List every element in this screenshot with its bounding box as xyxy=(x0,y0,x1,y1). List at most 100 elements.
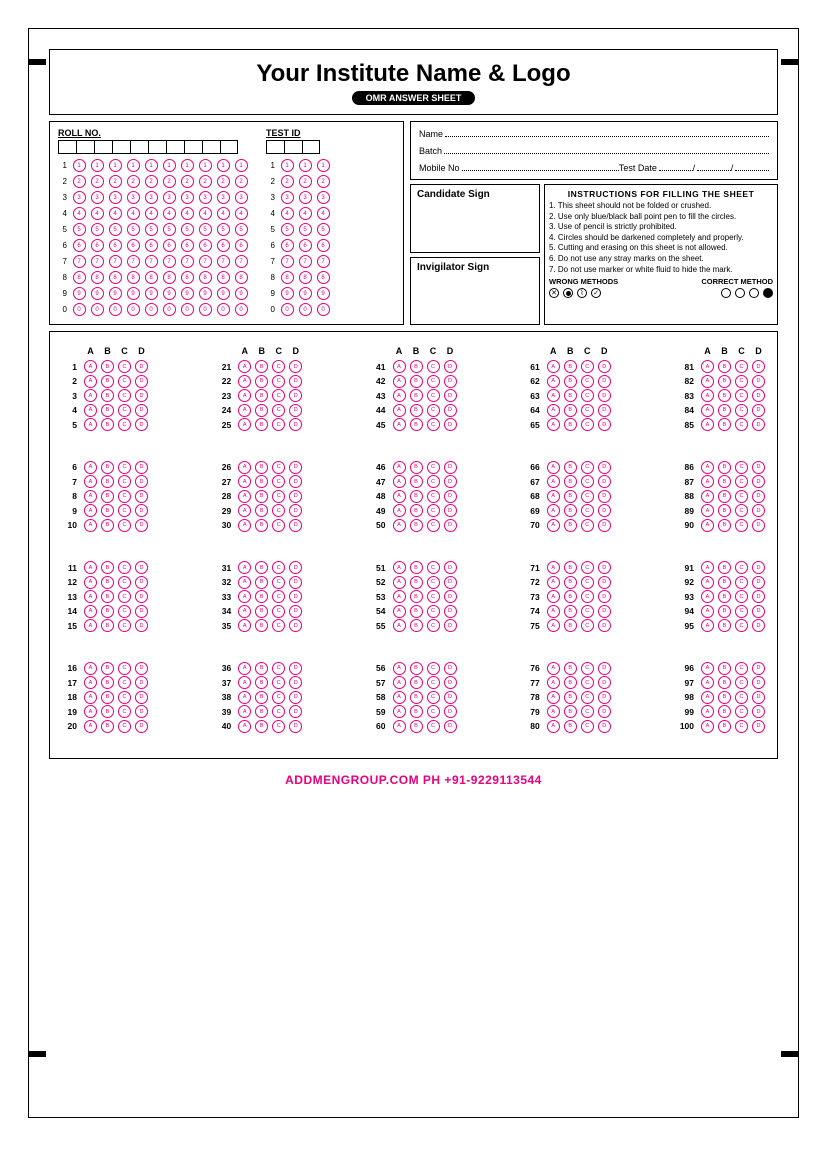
answer-bubble[interactable]: A xyxy=(547,605,560,618)
id-bubble[interactable]: 5 xyxy=(181,223,194,236)
answer-bubble[interactable]: A xyxy=(238,389,251,402)
answer-bubble[interactable]: B xyxy=(564,561,577,574)
answer-bubble[interactable]: B xyxy=(718,662,731,675)
id-bubble[interactable]: 2 xyxy=(127,175,140,188)
answer-bubble[interactable]: C xyxy=(427,676,440,689)
answer-bubble[interactable]: D xyxy=(752,461,765,474)
answer-bubble[interactable]: C xyxy=(118,619,131,632)
answer-bubble[interactable]: D xyxy=(752,404,765,417)
id-bubble[interactable]: 5 xyxy=(145,223,158,236)
answer-bubble[interactable]: A xyxy=(701,475,714,488)
answer-bubble[interactable]: D xyxy=(598,691,611,704)
answer-bubble[interactable]: D xyxy=(135,605,148,618)
answer-bubble[interactable]: A xyxy=(701,404,714,417)
answer-bubble[interactable]: A xyxy=(84,705,97,718)
answer-bubble[interactable]: D xyxy=(289,475,302,488)
id-bubble[interactable]: 6 xyxy=(73,239,86,252)
answer-bubble[interactable]: B xyxy=(101,619,114,632)
answer-bubble[interactable]: B xyxy=(101,561,114,574)
batch-field[interactable] xyxy=(444,145,769,154)
answer-bubble[interactable]: D xyxy=(135,389,148,402)
id-bubble[interactable]: 0 xyxy=(127,303,140,316)
answer-bubble[interactable]: B xyxy=(410,676,423,689)
answer-bubble[interactable]: A xyxy=(701,605,714,618)
answer-bubble[interactable]: A xyxy=(701,418,714,431)
candidate-sign-box[interactable]: Candidate Sign xyxy=(410,184,540,253)
answer-bubble[interactable]: B xyxy=(718,705,731,718)
answer-bubble[interactable]: B xyxy=(101,490,114,503)
answer-bubble[interactable]: C xyxy=(735,519,748,532)
answer-bubble[interactable]: A xyxy=(547,519,560,532)
answer-bubble[interactable]: B xyxy=(255,504,268,517)
answer-bubble[interactable]: D xyxy=(289,418,302,431)
answer-bubble[interactable]: A xyxy=(701,461,714,474)
id-bubble[interactable]: 3 xyxy=(299,191,312,204)
answer-bubble[interactable]: B xyxy=(564,619,577,632)
id-bubble[interactable]: 6 xyxy=(181,239,194,252)
id-bubble[interactable]: 6 xyxy=(235,239,248,252)
answer-bubble[interactable]: C xyxy=(427,375,440,388)
answer-bubble[interactable]: B xyxy=(255,691,268,704)
answer-bubble[interactable]: A xyxy=(701,490,714,503)
answer-bubble[interactable]: A xyxy=(393,662,406,675)
answer-bubble[interactable]: D xyxy=(289,404,302,417)
id-bubble[interactable]: 5 xyxy=(217,223,230,236)
id-bubble[interactable]: 8 xyxy=(91,271,104,284)
answer-bubble[interactable]: C xyxy=(272,475,285,488)
answer-bubble[interactable]: A xyxy=(238,676,251,689)
id-bubble[interactable]: 1 xyxy=(91,159,104,172)
answer-bubble[interactable]: B xyxy=(718,576,731,589)
id-bubble[interactable]: 6 xyxy=(109,239,122,252)
id-bubble[interactable]: 9 xyxy=(199,287,212,300)
answer-bubble[interactable]: D xyxy=(598,676,611,689)
answer-bubble[interactable]: B xyxy=(564,662,577,675)
answer-bubble[interactable]: B xyxy=(101,576,114,589)
id-bubble[interactable]: 7 xyxy=(73,255,86,268)
answer-bubble[interactable]: A xyxy=(701,676,714,689)
answer-bubble[interactable]: B xyxy=(564,720,577,733)
id-bubble[interactable]: 3 xyxy=(127,191,140,204)
answer-bubble[interactable]: C xyxy=(427,418,440,431)
id-bubble[interactable]: 2 xyxy=(163,175,176,188)
answer-bubble[interactable]: B xyxy=(410,619,423,632)
answer-bubble[interactable]: C xyxy=(427,705,440,718)
answer-bubble[interactable]: D xyxy=(444,705,457,718)
answer-bubble[interactable]: D xyxy=(598,519,611,532)
answer-bubble[interactable]: A xyxy=(393,691,406,704)
answer-bubble[interactable]: A xyxy=(238,404,251,417)
answer-bubble[interactable]: A xyxy=(238,590,251,603)
answer-bubble[interactable]: B xyxy=(410,561,423,574)
answer-bubble[interactable]: C xyxy=(735,605,748,618)
id-bubble[interactable]: 8 xyxy=(181,271,194,284)
answer-bubble[interactable]: D xyxy=(598,475,611,488)
id-bubble[interactable]: 5 xyxy=(91,223,104,236)
answer-bubble[interactable]: B xyxy=(101,605,114,618)
answer-bubble[interactable]: A xyxy=(84,619,97,632)
id-bubble[interactable]: 3 xyxy=(73,191,86,204)
id-bubble[interactable]: 3 xyxy=(109,191,122,204)
answer-bubble[interactable]: C xyxy=(735,375,748,388)
answer-bubble[interactable]: D xyxy=(598,404,611,417)
id-bubble[interactable]: 8 xyxy=(317,271,330,284)
answer-bubble[interactable]: D xyxy=(289,605,302,618)
answer-bubble[interactable]: A xyxy=(238,576,251,589)
answer-bubble[interactable]: A xyxy=(701,561,714,574)
answer-bubble[interactable]: A xyxy=(84,389,97,402)
id-bubble[interactable]: 9 xyxy=(127,287,140,300)
answer-bubble[interactable]: D xyxy=(752,676,765,689)
id-bubble[interactable]: 7 xyxy=(109,255,122,268)
id-bubble[interactable]: 5 xyxy=(73,223,86,236)
date-d[interactable] xyxy=(659,162,693,171)
answer-bubble[interactable]: C xyxy=(735,475,748,488)
answer-bubble[interactable]: B xyxy=(101,418,114,431)
answer-bubble[interactable]: A xyxy=(701,705,714,718)
answer-bubble[interactable]: D xyxy=(598,619,611,632)
answer-bubble[interactable]: B xyxy=(718,590,731,603)
id-bubble[interactable]: 1 xyxy=(127,159,140,172)
id-bubble[interactable]: 2 xyxy=(281,175,294,188)
answer-bubble[interactable]: B xyxy=(564,576,577,589)
answer-bubble[interactable]: D xyxy=(752,662,765,675)
answer-bubble[interactable]: A xyxy=(547,504,560,517)
answer-bubble[interactable]: C xyxy=(118,676,131,689)
answer-bubble[interactable]: C xyxy=(272,691,285,704)
